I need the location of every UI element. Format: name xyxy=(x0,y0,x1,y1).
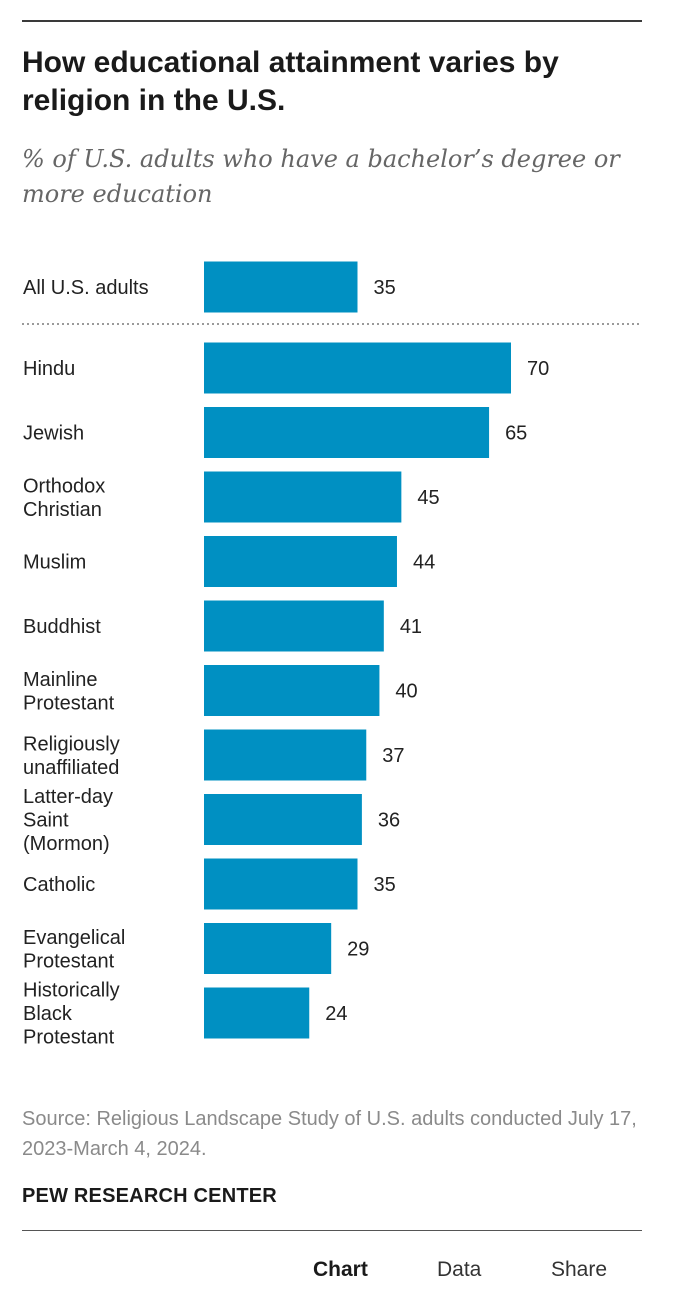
bar xyxy=(204,665,380,716)
value-label: 35 xyxy=(374,874,396,896)
bar xyxy=(204,987,310,1039)
value-label: 40 xyxy=(395,681,417,703)
category-label: Jewish xyxy=(23,423,84,445)
view-tabs: Chart Data Share xyxy=(0,1256,680,1286)
value-label: 24 xyxy=(325,1003,347,1025)
brand-logo-text: PEW RESEARCH CENTER xyxy=(22,1185,277,1207)
bottom-rule xyxy=(22,1230,642,1231)
value-label: 65 xyxy=(505,423,527,445)
source-note: Source: Religious Landscape Study of U.S… xyxy=(22,1108,637,1160)
value-label: 45 xyxy=(417,487,439,509)
category-label: Evangelical Protestant xyxy=(23,927,125,973)
category-label: Latter-day Saint (Mormon) xyxy=(23,786,113,855)
bar xyxy=(204,407,490,458)
chart-title: How educational attainment varies by rel… xyxy=(22,46,559,117)
category-label: Religiously unaffiliated xyxy=(23,733,120,779)
bar-chart: All U.S. adults 35 Hindu 70 Jewish 65 Orthodox… xyxy=(22,261,642,1049)
top-rule xyxy=(22,20,642,22)
category-label: All U.S. adults xyxy=(23,277,149,299)
tab-chart[interactable]: Chart xyxy=(313,1256,368,1284)
category-label: Muslim xyxy=(23,552,86,574)
value-label: 44 xyxy=(413,552,435,574)
category-label: Orthodox Christian xyxy=(23,475,105,521)
bar xyxy=(204,923,332,974)
category-label: Hindu xyxy=(23,358,75,380)
bar xyxy=(204,858,358,910)
category-label: Historically Black Protestant xyxy=(23,980,120,1049)
category-label: Catholic xyxy=(23,874,95,896)
value-label: 35 xyxy=(374,277,396,299)
bar xyxy=(204,794,362,845)
value-label: 36 xyxy=(378,810,400,832)
value-label: 70 xyxy=(527,358,549,380)
value-label: 29 xyxy=(347,939,369,961)
bar xyxy=(204,536,397,587)
chart-subtitle: % of U.S. adults who have a bachelor’s d… xyxy=(22,145,620,208)
bar xyxy=(204,261,358,313)
bar xyxy=(204,342,511,394)
value-label: 37 xyxy=(382,745,404,767)
tab-data[interactable]: Data xyxy=(437,1256,481,1284)
tab-share[interactable]: Share xyxy=(551,1256,607,1284)
bar xyxy=(204,471,402,523)
category-label: Buddhist xyxy=(23,616,101,638)
category-label: Mainline Protestant xyxy=(23,669,115,715)
value-label: 41 xyxy=(400,616,422,638)
bar xyxy=(204,600,384,652)
bar xyxy=(204,729,367,781)
